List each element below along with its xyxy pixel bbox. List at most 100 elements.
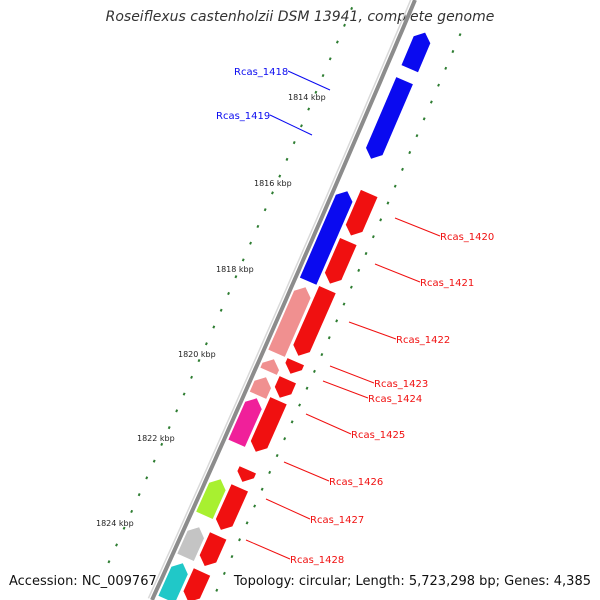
scale-label: 1814 kbp [288, 93, 326, 102]
scale-tick-outer [298, 403, 302, 407]
gene-arrow [228, 398, 262, 447]
scale-tick-inner [167, 425, 171, 430]
gene-arrow [285, 358, 304, 374]
scale-tick-inner [204, 342, 208, 346]
gene-arrow [366, 77, 413, 159]
genome-title: Roseiflexus castenholzii DSM 13941, comp… [105, 9, 495, 25]
gene-arrow [268, 287, 311, 357]
scale-tick-inner [152, 459, 156, 463]
gene-leader-line [269, 114, 313, 136]
gene-label: Rcas_1428 [290, 555, 344, 566]
gene-label: Rcas_1420 [440, 232, 494, 243]
gene-arrow [177, 527, 204, 561]
gene-arrow [249, 377, 271, 399]
scale-tick-outer [379, 218, 383, 222]
scale-label: 1822 kbp [137, 434, 175, 443]
gene-arrow [158, 563, 188, 600]
scale-tick-inner [107, 560, 111, 564]
scale-tick-outer [357, 268, 361, 272]
scale-tick-outer [222, 571, 226, 576]
scale-tick-inner [343, 23, 346, 27]
gene-leader-line [265, 498, 311, 520]
scale-tick-inner [307, 107, 311, 111]
scale-tick-outer [429, 100, 433, 104]
gene-leader-line [348, 321, 397, 340]
scale-tick-inner [190, 375, 194, 379]
scale-tick-inner [197, 358, 201, 363]
scale-label: 1816 kbp [254, 179, 292, 188]
gene-arrow [401, 32, 431, 73]
gene-arrow [250, 397, 287, 452]
scale-tick-inner [249, 241, 253, 245]
gene-arrow [274, 376, 296, 398]
gene-leader-line [283, 461, 330, 482]
scale-label: 1820 kbp [178, 350, 216, 359]
gene-leader-line [394, 217, 441, 237]
scale-tick-inner [212, 325, 216, 329]
gene-arrow [199, 532, 227, 566]
gene-arrow [260, 359, 279, 375]
scale-tick-outer [320, 352, 324, 357]
scale-tick-outer [283, 437, 287, 441]
scale-tick-outer [451, 49, 455, 54]
topology-text: Topology: circular; Length: 5,723,298 bp… [233, 574, 591, 589]
gene-label: Rcas_1421 [420, 278, 474, 289]
scale-tick-inner [256, 224, 260, 229]
gene-leader-line [305, 413, 352, 435]
scale-tick-inner [350, 6, 354, 11]
scale-tick-outer [408, 150, 412, 155]
scale-tick-outer [342, 302, 346, 306]
scale-tick-outer [275, 453, 279, 458]
scale-tick-outer [268, 470, 272, 475]
scale-tick-outer [364, 251, 368, 256]
scale-tick-outer [444, 66, 448, 70]
gene-label: Rcas_1425 [351, 430, 405, 441]
gene-leader-line [245, 539, 291, 560]
scale-tick-outer [335, 319, 339, 323]
gene-leader-line [287, 70, 331, 91]
scale-tick-inner [314, 90, 318, 94]
scale-tick-outer [305, 386, 309, 390]
gene-label: Rcas_1419 [216, 111, 270, 122]
gene-arrow [324, 238, 357, 284]
scale-tick-inner [219, 308, 223, 312]
gene-arrow [299, 191, 353, 285]
scale-tick-inner [285, 157, 289, 161]
gene-label: Rcas_1426 [329, 477, 383, 488]
gene-arrow [215, 484, 248, 530]
scale-tick-inner [182, 392, 186, 396]
scale-tick-outer [437, 83, 440, 87]
gene-label: Rcas_1427 [310, 515, 364, 526]
scale-tick-inner [278, 174, 282, 178]
scale-tick-outer [327, 336, 331, 340]
scale-tick-inner [263, 208, 267, 212]
gene-label: Rcas_1418 [234, 67, 288, 78]
scale-tick-inner [300, 124, 303, 128]
scale-tick-inner [292, 141, 296, 145]
scale-label: 1818 kbp [216, 265, 254, 274]
gene-label: Rcas_1422 [396, 335, 450, 346]
gene-label: Rcas_1424 [368, 394, 422, 405]
genome-backbone [150, 0, 417, 600]
scale-tick-outer [393, 184, 397, 188]
gene-leader-line [374, 263, 421, 283]
scale-tick-outer [245, 521, 249, 525]
gene-label: Rcas_1423 [374, 379, 428, 390]
scale-tick-outer [238, 538, 241, 542]
gene-leader-line [329, 365, 375, 384]
gene-arrow [196, 479, 226, 519]
scale-tick-inner [137, 493, 141, 497]
scale-tick-inner [175, 409, 179, 413]
gene-arrow [237, 466, 256, 482]
scale-tick-inner [321, 73, 325, 78]
scale-label: 1824 kbp [96, 519, 134, 528]
scale-tick-outer [458, 33, 462, 37]
scale-tick-inner [130, 509, 134, 514]
scale-tick-outer [371, 235, 375, 239]
scale-tick-outer [422, 117, 426, 121]
scale-tick-outer [349, 285, 353, 289]
scale-tick-outer [215, 588, 219, 592]
gene-arrow [183, 568, 211, 600]
